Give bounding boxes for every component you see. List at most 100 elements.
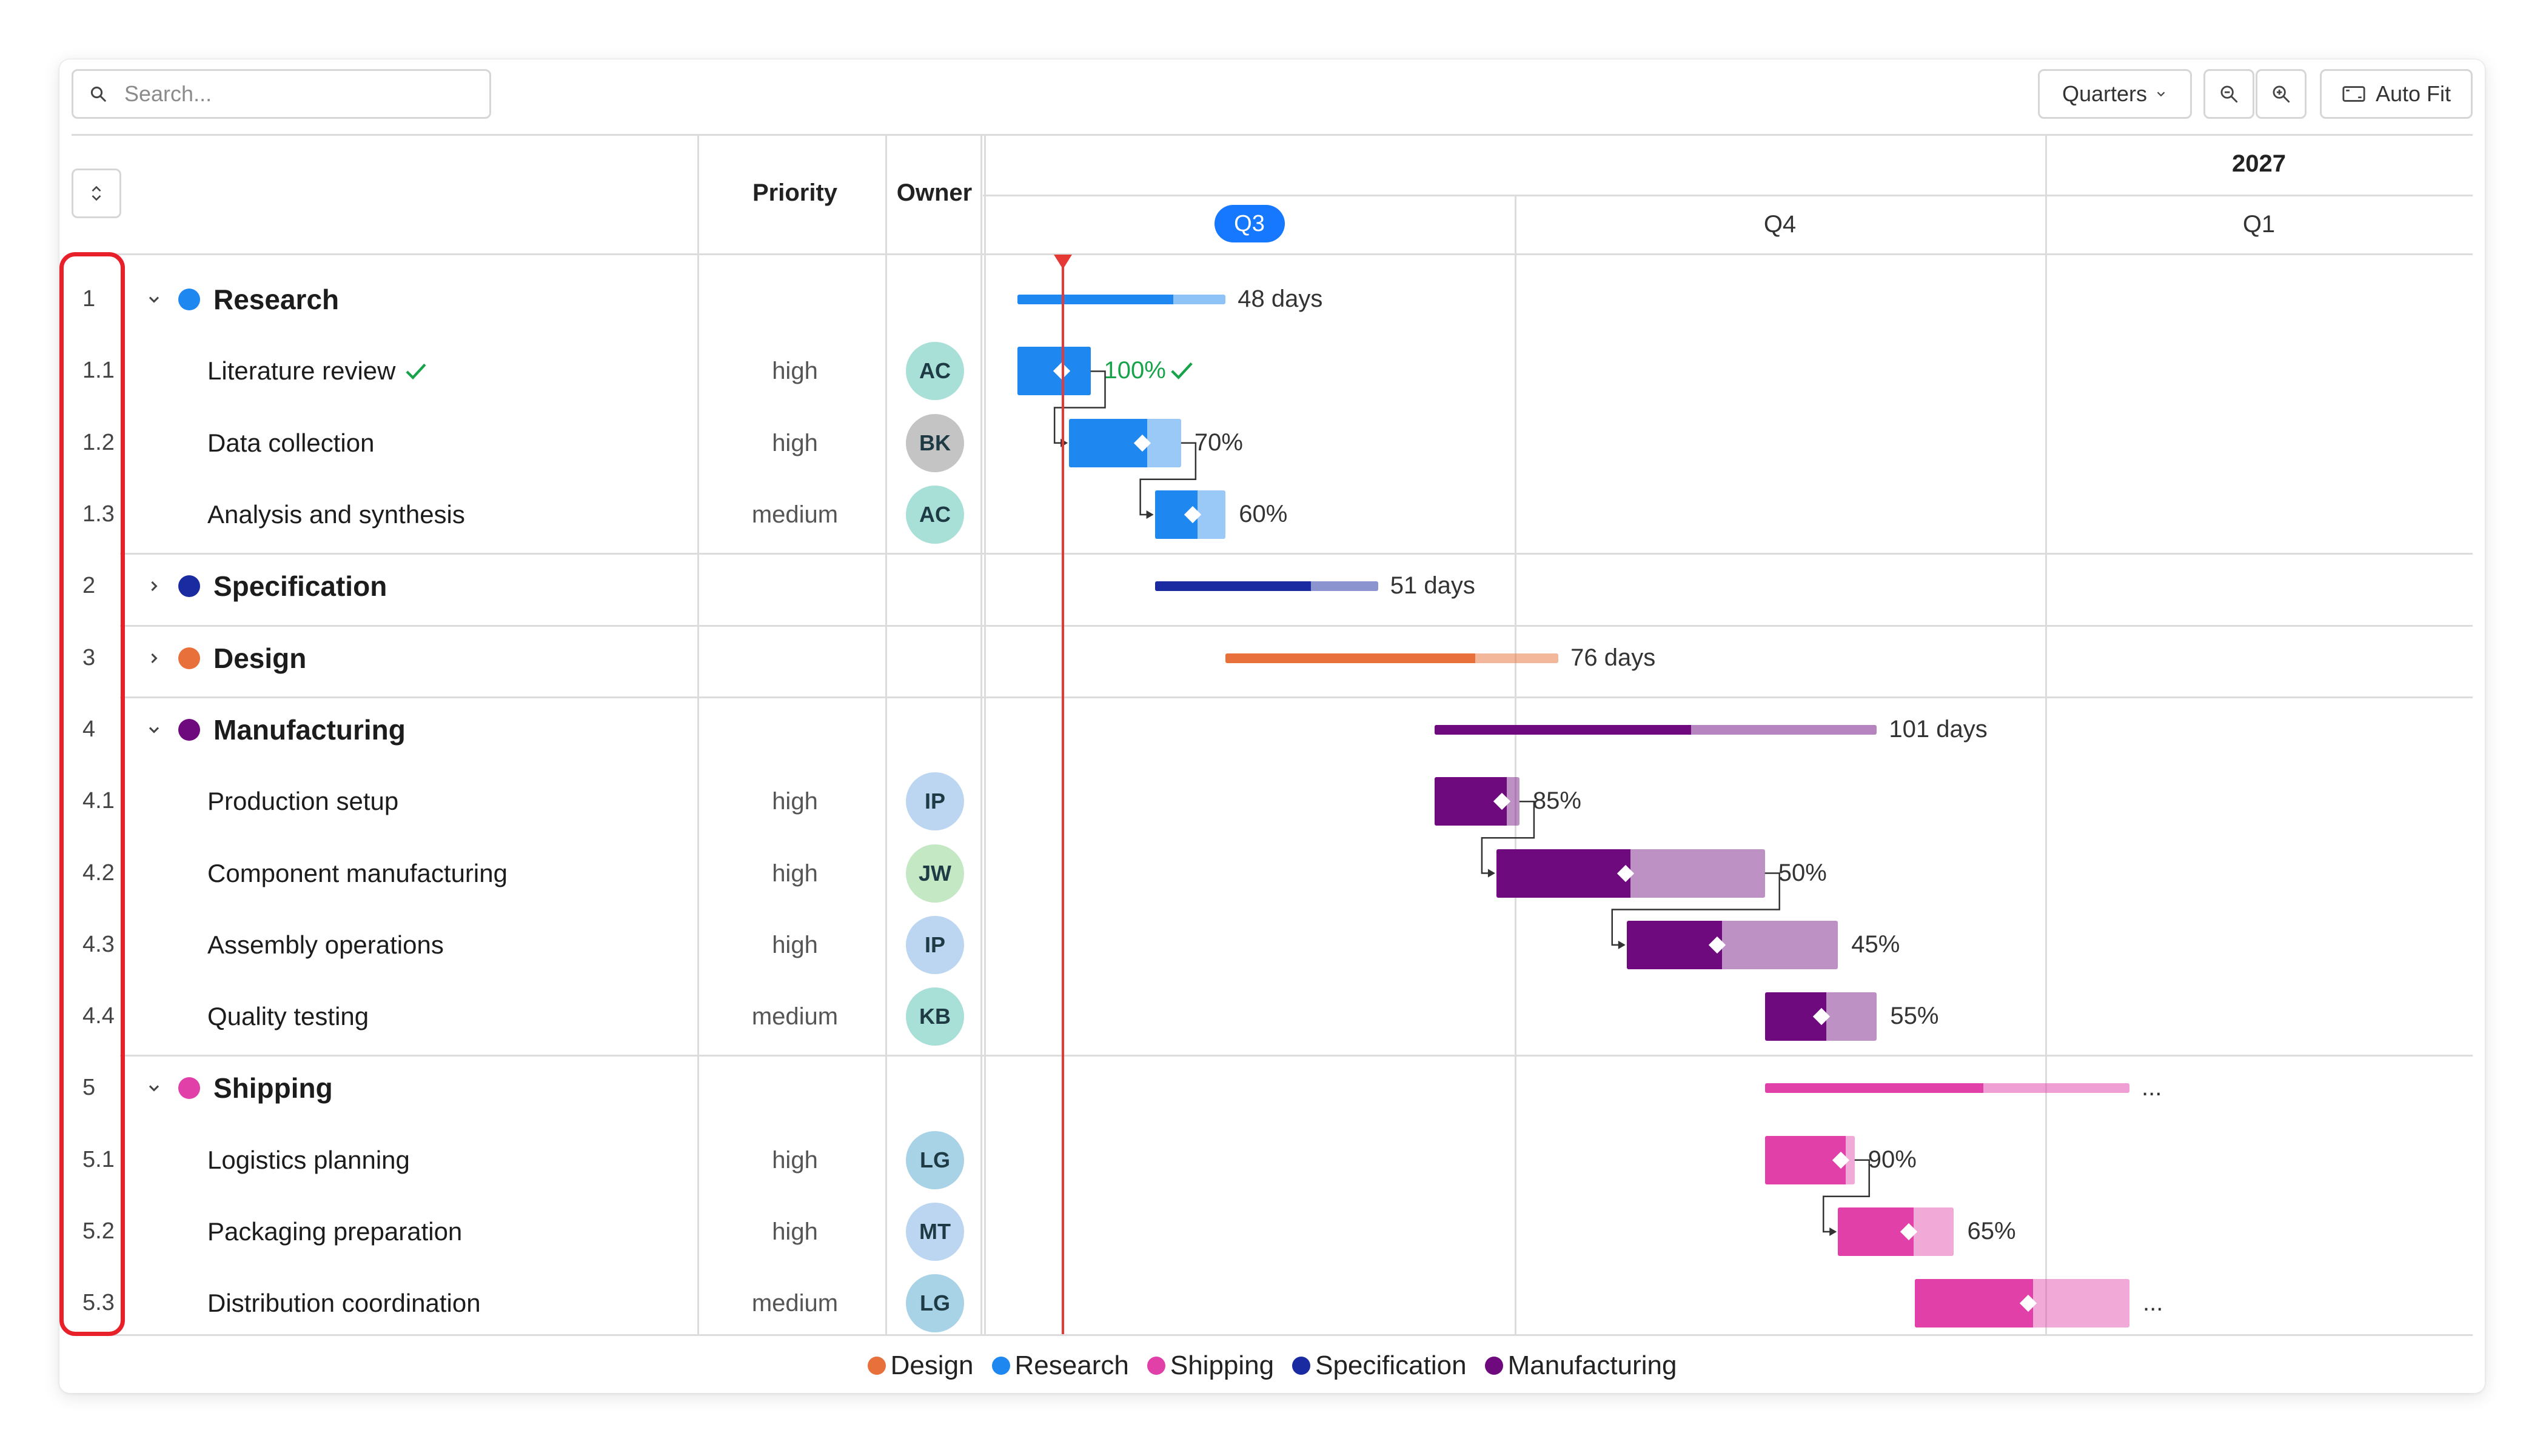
task-progress-label: 55% <box>1890 1003 1939 1030</box>
owner-avatar[interactable]: JW <box>906 844 964 903</box>
group-summary-progress <box>1154 581 1312 592</box>
dependency-connector <box>1481 801 1535 874</box>
group-summary-bar[interactable] <box>1225 653 1559 663</box>
group-summary-bar[interactable] <box>1764 1083 2129 1094</box>
zoom-level-select[interactable]: Quarters <box>2038 69 2192 119</box>
priority-value: high <box>772 860 818 887</box>
task-progress-label: 100% <box>1104 357 1195 384</box>
task-bar[interactable] <box>1626 920 1838 969</box>
q4-divider <box>1515 195 1516 1335</box>
task-name: Component manufacturing <box>207 858 508 887</box>
search-input[interactable] <box>123 81 465 107</box>
priority-column-divider <box>697 134 699 1335</box>
group-color-dot <box>178 1077 200 1100</box>
task-progress-fill <box>1626 920 1722 969</box>
task-progress-fill <box>1915 1279 2033 1328</box>
timeline-left-divider <box>980 134 982 1335</box>
zoom-out-button[interactable] <box>2203 69 2254 119</box>
task-name: Analysis and synthesis <box>207 500 465 529</box>
group-summary-bar[interactable] <box>1154 581 1378 592</box>
owner-avatar[interactable]: LG <box>906 1130 964 1189</box>
priority-column-header: Priority <box>752 179 838 206</box>
expand-collapse-all-button[interactable] <box>72 169 121 218</box>
chevron-down-icon[interactable] <box>146 721 162 738</box>
legend-label: Manufacturing <box>1507 1351 1677 1380</box>
legend-label: Research <box>1014 1351 1129 1380</box>
fit-screen-icon <box>2342 86 2365 102</box>
task-bar[interactable] <box>1154 490 1226 539</box>
owner-avatar[interactable]: AC <box>906 486 964 544</box>
task-name: Data collection <box>207 428 375 457</box>
owner-column-header: Owner <box>896 179 973 206</box>
row-number: 4.3 <box>82 931 115 957</box>
task-name: Assembly operations <box>207 930 444 959</box>
owner-avatar[interactable]: IP <box>906 915 964 974</box>
legend-color-dot <box>1147 1357 1165 1375</box>
group-name: Specification <box>213 570 387 603</box>
row-number: 5 <box>82 1075 96 1101</box>
task-bar[interactable] <box>1764 992 1877 1041</box>
priority-value: high <box>772 358 818 385</box>
auto-fit-button[interactable]: Auto Fit <box>2320 69 2473 119</box>
group-name: Manufacturing <box>213 713 406 746</box>
dependency-arrowhead <box>1487 869 1495 878</box>
chevron-down-icon[interactable] <box>146 291 162 308</box>
owner-avatar[interactable]: LG <box>906 1274 964 1333</box>
priority-value: high <box>772 429 818 456</box>
legend-color-dot <box>991 1357 1010 1375</box>
task-progress-fill <box>1764 1135 1846 1184</box>
legend-item: Shipping <box>1147 1351 1274 1381</box>
task-name: Quality testing <box>207 1002 369 1031</box>
today-marker-triangle <box>1053 255 1072 269</box>
group-divider <box>120 696 2473 698</box>
task-bar[interactable] <box>1069 418 1181 467</box>
zoom-in-icon <box>2273 85 2290 103</box>
owner-avatar[interactable]: AC <box>906 342 964 401</box>
task-bar[interactable] <box>1764 1135 1855 1184</box>
timeline-year: 2027 <box>2232 150 2286 177</box>
owner-avatar[interactable]: MT <box>906 1203 964 1261</box>
task-name: Production setup <box>207 787 399 816</box>
grid-bottom-divider <box>72 1334 2473 1336</box>
chevron-down-icon[interactable] <box>146 1080 162 1097</box>
task-progress-label: 60% <box>1239 501 1288 528</box>
group-duration-label: 76 days <box>1570 644 1656 671</box>
group-summary-progress <box>1225 653 1475 663</box>
owner-avatar[interactable]: IP <box>906 772 964 831</box>
timeline-left-divider-2 <box>984 134 986 1335</box>
search-box[interactable] <box>72 69 491 119</box>
legend-item: Manufacturing <box>1484 1351 1677 1381</box>
group-name: Shipping <box>213 1072 333 1104</box>
task-bar[interactable] <box>1434 777 1519 826</box>
dependency-arrowhead <box>1829 1227 1837 1237</box>
task-bar[interactable] <box>1915 1279 2129 1328</box>
row-number: 1.1 <box>82 358 115 384</box>
owner-avatar[interactable]: BK <box>906 413 964 472</box>
task-bar[interactable] <box>1496 849 1765 898</box>
group-color-dot <box>178 575 200 598</box>
expand-collapse-icon <box>92 185 101 201</box>
quarter-label: Q4 <box>1763 211 1797 238</box>
task-progress-label: ... <box>2143 1289 2163 1317</box>
task-bar[interactable] <box>1017 347 1091 396</box>
priority-value: high <box>772 788 818 815</box>
checkmark-icon <box>1171 362 1193 380</box>
legend: Design Research Shipping Specification Manuf… <box>59 1347 2485 1384</box>
legend-label: Specification <box>1315 1351 1467 1380</box>
header-top-divider <box>72 134 2473 136</box>
group-summary-bar[interactable] <box>1017 295 1226 305</box>
group-color-dot <box>178 718 200 741</box>
chevron-right-icon[interactable] <box>146 578 162 595</box>
chevron-down-icon <box>2157 92 2165 97</box>
legend-color-dot <box>867 1357 886 1375</box>
row-number: 4 <box>82 716 96 742</box>
chevron-right-icon[interactable] <box>146 650 162 667</box>
legend-color-dot <box>1484 1357 1503 1375</box>
owner-avatar[interactable]: KB <box>906 987 964 1046</box>
group-summary-bar[interactable] <box>1434 724 1877 735</box>
zoom-in-button[interactable] <box>2256 69 2307 119</box>
row-number: 5.2 <box>82 1218 115 1244</box>
task-bar[interactable] <box>1838 1207 1954 1257</box>
search-icon <box>90 86 106 102</box>
legend-item: Design <box>867 1351 974 1381</box>
